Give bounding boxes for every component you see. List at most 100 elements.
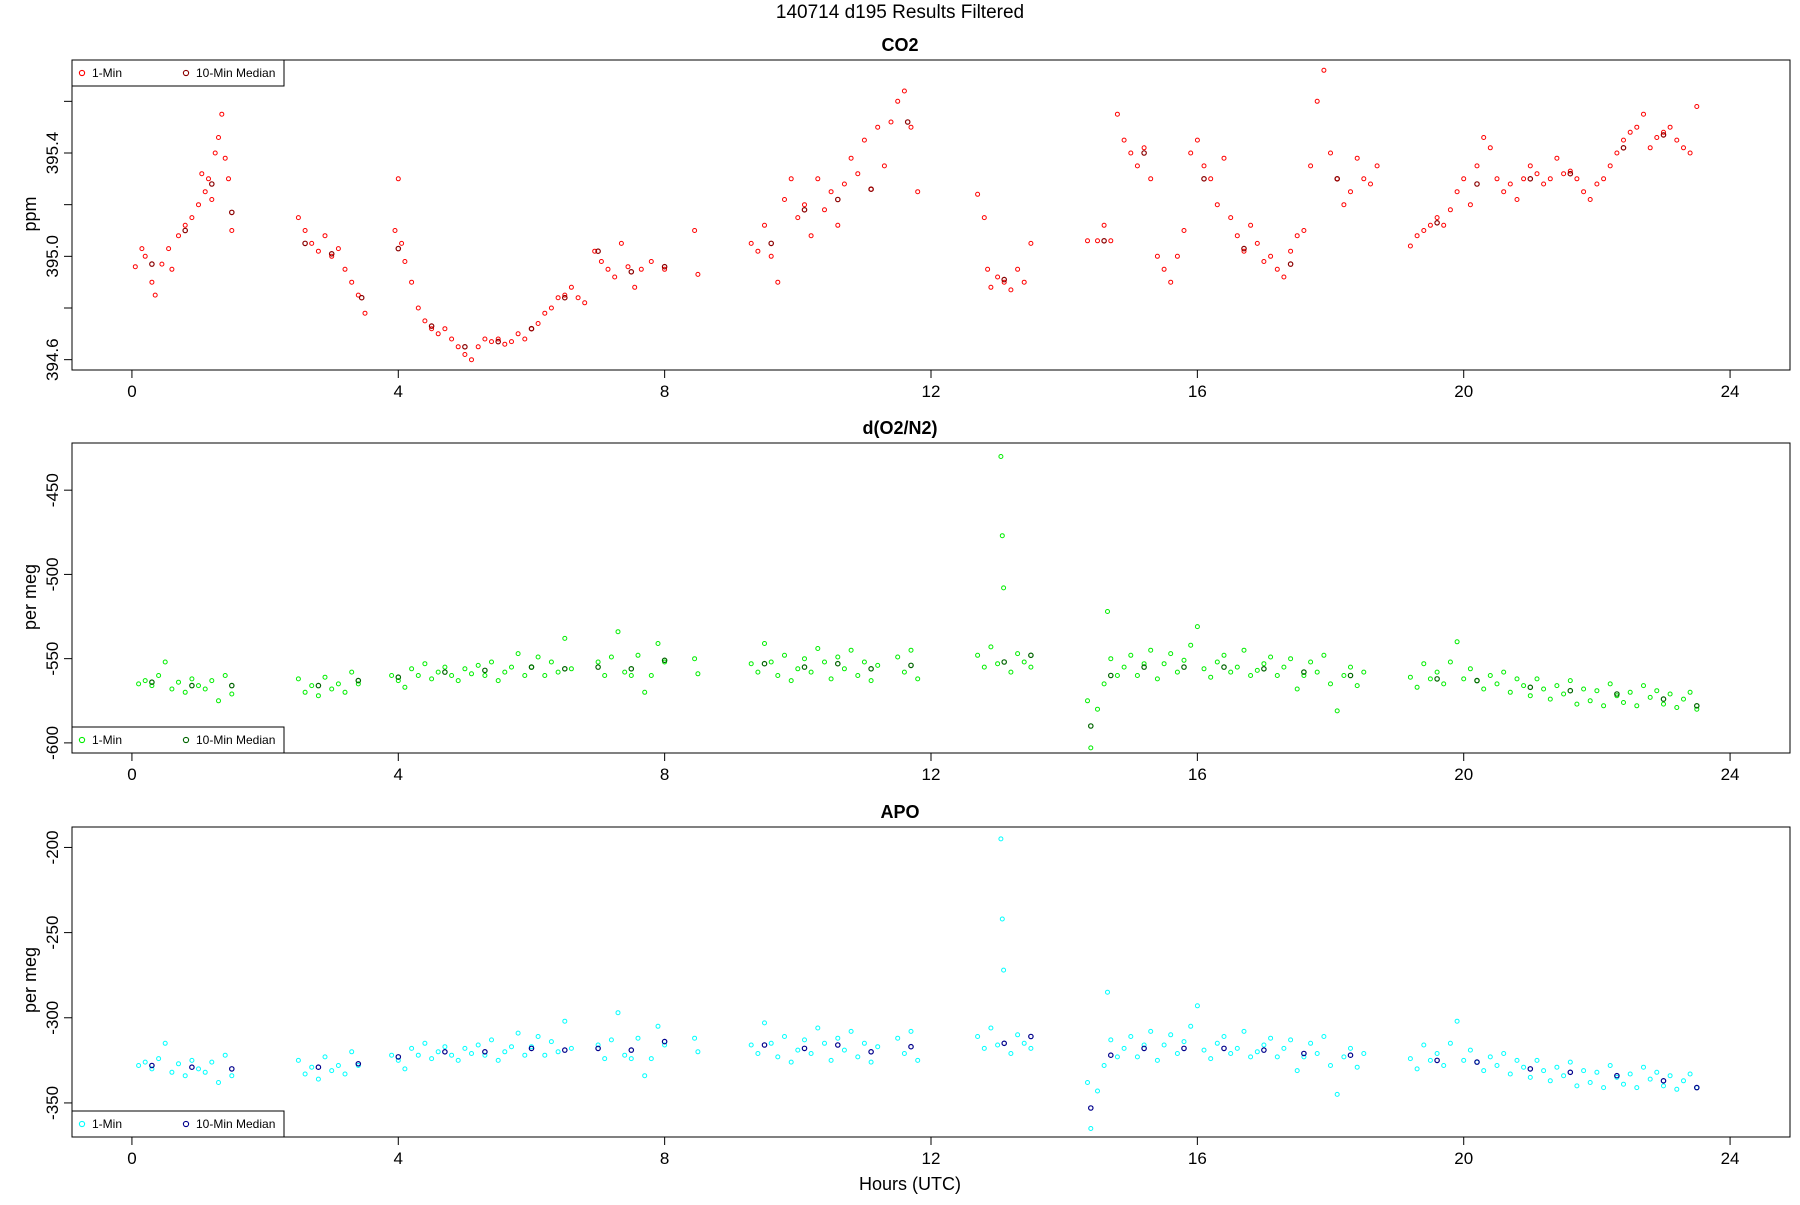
o2n2-one-min-point bbox=[1554, 683, 1560, 689]
apo-median-point bbox=[661, 1038, 668, 1045]
co2-one-min-point bbox=[795, 215, 801, 221]
co2-one-min-point bbox=[638, 266, 644, 272]
o2n2-median-point bbox=[1474, 677, 1480, 684]
apo-median-point bbox=[1660, 1078, 1667, 1084]
o2n2-median-point bbox=[149, 679, 155, 686]
co2-plot-area: 0 4 8 12 16 20 24 394.6 395.0 395.4 bbox=[43, 59, 1791, 401]
o2n2-median-point bbox=[229, 682, 235, 689]
co2-one-min-point bbox=[395, 176, 401, 182]
o2n2-one-min-point bbox=[1134, 673, 1140, 678]
co2-median-point bbox=[302, 240, 308, 247]
apo-one-min-point bbox=[196, 1066, 201, 1072]
figure-title: 140714 d195 Results Filtered bbox=[776, 2, 1024, 23]
apo-one-min-point bbox=[149, 1066, 155, 1072]
co2-one-min-point bbox=[1467, 202, 1473, 208]
co2-one-min-point bbox=[995, 274, 1001, 280]
apo-one-min-point bbox=[1141, 1042, 1147, 1048]
apo-one-min-point bbox=[156, 1056, 162, 1062]
o2n2-one-min-point bbox=[1461, 676, 1467, 682]
co2-y-tick-label: 394.6 bbox=[43, 338, 62, 381]
o2n2-y-tick-label: -450 bbox=[43, 473, 62, 507]
o2n2-median-point bbox=[395, 674, 402, 681]
co2-median-point bbox=[1620, 145, 1627, 151]
o2n2-one-min-point bbox=[1085, 698, 1090, 704]
o2n2-one-min-point bbox=[1567, 678, 1573, 684]
apo-median-point bbox=[908, 1043, 914, 1050]
apo-one-min-point bbox=[1447, 1040, 1453, 1046]
o2n2-one-min-point bbox=[1561, 691, 1567, 697]
apo-one-min-point bbox=[469, 1051, 474, 1056]
co2-one-min-point bbox=[1354, 155, 1360, 161]
co2-one-min-point bbox=[822, 207, 827, 213]
co2-one-min-point bbox=[632, 284, 638, 290]
co2-one-min-point bbox=[1621, 137, 1626, 143]
o2n2-one-min-point bbox=[875, 662, 881, 668]
apo-median-point bbox=[1434, 1057, 1440, 1064]
co2-legend-marker bbox=[78, 69, 86, 77]
co2-median-point bbox=[628, 268, 635, 275]
apo-one-min-point bbox=[1461, 1057, 1467, 1063]
apo-one-min-point bbox=[515, 1030, 521, 1036]
o2n2-median-point bbox=[1434, 676, 1440, 682]
o2n2-one-min-point bbox=[848, 647, 854, 653]
co2-one-min-point bbox=[482, 336, 488, 342]
apo-one-min-point bbox=[848, 1028, 854, 1034]
apo-y-tick-label: -250 bbox=[43, 916, 62, 950]
co2-one-min-point bbox=[1481, 135, 1487, 140]
apo-one-min-point bbox=[1594, 1069, 1600, 1075]
co2-one-min-point bbox=[1314, 98, 1320, 104]
co2-one-min-point bbox=[612, 274, 618, 280]
apo-one-min-point bbox=[1621, 1081, 1626, 1087]
o2n2-one-min-point bbox=[1421, 661, 1427, 667]
o2n2-one-min-point bbox=[309, 683, 315, 689]
o2n2-one-min-point bbox=[1088, 745, 1094, 751]
o2n2-median-point bbox=[1660, 696, 1667, 702]
apo-one-min-point bbox=[1314, 1051, 1320, 1056]
apo-one-min-point bbox=[1228, 1051, 1234, 1056]
apo-one-min-point bbox=[1021, 1040, 1027, 1046]
apo-median-point bbox=[1614, 1072, 1620, 1079]
o2n2-one-min-point bbox=[1447, 659, 1453, 665]
co2-y-axis-label: ppm bbox=[20, 196, 40, 231]
apo-one-min-point bbox=[169, 1069, 175, 1075]
o2n2-one-min-point bbox=[635, 652, 641, 658]
co2-one-min-point bbox=[1434, 215, 1440, 221]
apo-one-min-point bbox=[409, 1045, 415, 1051]
o2n2-one-min-point bbox=[475, 662, 481, 668]
co2-one-min-point bbox=[848, 155, 854, 161]
co2-median-point bbox=[904, 119, 911, 125]
o2n2-one-min-point bbox=[1667, 691, 1673, 697]
co2-one-min-point bbox=[489, 339, 494, 345]
co2-one-min-point bbox=[855, 171, 861, 177]
co2-one-min-point bbox=[399, 240, 405, 246]
co2-one-min-point bbox=[1601, 176, 1607, 182]
co2-one-min-point bbox=[1341, 202, 1347, 208]
o2n2-one-min-point bbox=[762, 641, 767, 646]
co2-one-min-point bbox=[475, 344, 481, 350]
co2-one-min-point bbox=[229, 228, 235, 233]
co2-median-point bbox=[209, 181, 215, 187]
o2n2-plot-frame bbox=[71, 442, 1791, 754]
co2-median-point bbox=[1527, 176, 1534, 182]
co2-one-min-point bbox=[542, 310, 548, 316]
o2n2-one-min-point bbox=[1328, 681, 1333, 687]
o2n2-one-min-point bbox=[335, 681, 341, 687]
apo-one-min-point bbox=[795, 1047, 801, 1053]
apo-one-min-point bbox=[1148, 1028, 1154, 1034]
o2n2-one-min-point bbox=[1121, 664, 1127, 670]
co2-one-min-point bbox=[662, 266, 668, 272]
co2-one-min-point bbox=[1015, 266, 1021, 272]
o2n2-one-min-point bbox=[1514, 676, 1520, 682]
co2-one-min-point bbox=[1114, 111, 1120, 117]
co2-one-min-point bbox=[1487, 145, 1493, 151]
o2n2-one-min-point bbox=[489, 659, 494, 665]
o2n2-one-min-point bbox=[901, 669, 907, 675]
apo-one-min-point bbox=[475, 1042, 481, 1048]
apo-one-min-point bbox=[808, 1051, 814, 1056]
co2-one-min-point bbox=[592, 248, 598, 254]
apo-one-min-point bbox=[1274, 1054, 1280, 1060]
apo-one-min-point bbox=[1254, 1049, 1260, 1055]
co2-one-min-point bbox=[1174, 253, 1180, 259]
o2n2-one-min-point bbox=[908, 647, 914, 653]
co2-one-min-point bbox=[788, 176, 794, 182]
